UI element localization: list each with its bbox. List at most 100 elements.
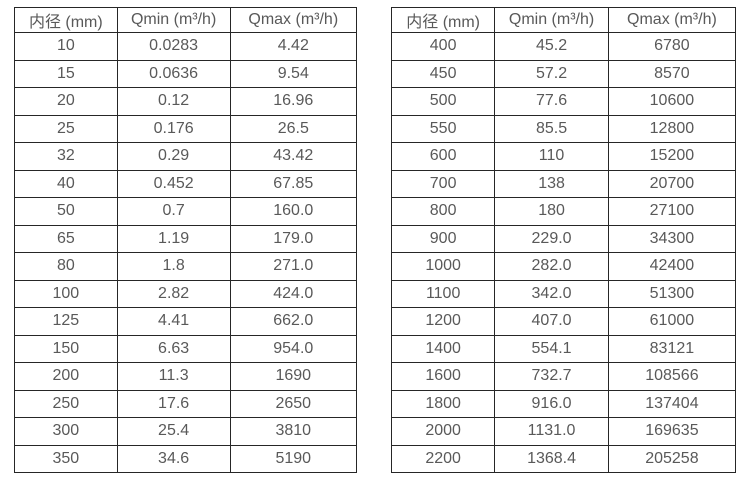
table-cell: 10600 [607, 87, 737, 116]
column-header: Qmin (m³/h) [116, 7, 231, 33]
table-cell: 10 [14, 32, 118, 61]
table-cell: 179.0 [229, 224, 358, 253]
table-row: 2000 1131.0 169635 [390, 417, 737, 446]
table-cell: 160.0 [229, 197, 358, 226]
table-cell: 16.96 [229, 87, 358, 116]
table-cell: 20 [14, 87, 118, 116]
table-cell: 2200 [390, 444, 496, 473]
table-cell: 57.2 [494, 59, 609, 88]
table-row: 800 180 27100 [390, 197, 737, 226]
table-row: 700 138 20700 [390, 169, 737, 198]
table-cell: 342.0 [494, 279, 609, 308]
table-row: 150 6.63 954.0 [14, 334, 358, 363]
column-header: Qmax (m³/h) [607, 7, 737, 33]
table-cell: 12800 [607, 114, 737, 143]
table-cell: 1.8 [116, 252, 231, 281]
table-cell: 1800 [390, 389, 496, 418]
table-cell: 80 [14, 252, 118, 281]
table-cell: 85.5 [494, 114, 609, 143]
table-cell: 0.7 [116, 197, 231, 226]
table-cell: 205258 [607, 444, 737, 473]
table-cell: 83121 [607, 334, 737, 363]
table-cell: 67.85 [229, 169, 358, 198]
table-cell: 0.0283 [116, 32, 231, 61]
table-cell: 169635 [607, 417, 737, 446]
table-cell: 0.29 [116, 142, 231, 171]
table-cell: 34300 [607, 224, 737, 253]
table-row: 350 34.6 5190 [14, 444, 358, 473]
table-cell: 8570 [607, 59, 737, 88]
table-cell: 0.452 [116, 169, 231, 198]
table-cell: 4.42 [229, 32, 358, 61]
flow-spec-table-small-diameters: 内径 (mm) Qmin (m³/h) Qmax (m³/h) 10 0.0283 4.4… [14, 7, 358, 473]
table-cell: 4.41 [116, 307, 231, 336]
table-cell: 15200 [607, 142, 737, 171]
table-cell: 26.5 [229, 114, 358, 143]
table-row: 200 11.3 1690 [14, 362, 358, 391]
column-header: Qmax (m³/h) [229, 7, 358, 33]
table-row: 500 77.6 10600 [390, 87, 737, 116]
table-cell: 2000 [390, 417, 496, 446]
table-cell: 25 [14, 114, 118, 143]
table-cell: 20700 [607, 169, 737, 198]
table-cell: 732.7 [494, 362, 609, 391]
table-row: 15 0.0636 9.54 [14, 59, 358, 88]
table-cell: 1400 [390, 334, 496, 363]
table-row: 1100 342.0 51300 [390, 279, 737, 308]
table-row: 32 0.29 43.42 [14, 142, 358, 171]
table-cell: 916.0 [494, 389, 609, 418]
table-cell: 954.0 [229, 334, 358, 363]
table-row: 80 1.8 271.0 [14, 252, 358, 281]
table-cell: 180 [494, 197, 609, 226]
table-cell: 110 [494, 142, 609, 171]
table-cell: 65 [14, 224, 118, 253]
table-cell: 554.1 [494, 334, 609, 363]
table-cell: 900 [390, 224, 496, 253]
table-cell: 550 [390, 114, 496, 143]
table-cell: 400 [390, 32, 496, 61]
table-cell: 1.19 [116, 224, 231, 253]
table-cell: 40 [14, 169, 118, 198]
table-cell: 250 [14, 389, 118, 418]
table-cell: 11.3 [116, 362, 231, 391]
flow-spec-table-large-diameters: 内径 (mm) Qmin (m³/h) Qmax (m³/h) 400 45.2 6780… [390, 7, 737, 473]
table-row: 100 2.82 424.0 [14, 279, 358, 308]
table-cell: 5190 [229, 444, 358, 473]
column-header: 内径 (mm) [14, 7, 118, 33]
table-cell: 50 [14, 197, 118, 226]
header-row: 内径 (mm) Qmin (m³/h) Qmax (m³/h) [14, 7, 358, 33]
table-row: 1600 732.7 108566 [390, 362, 737, 391]
table-row: 125 4.41 662.0 [14, 307, 358, 336]
table-cell: 125 [14, 307, 118, 336]
table-cell: 6.63 [116, 334, 231, 363]
table-row: 25 0.176 26.5 [14, 114, 358, 143]
table-cell: 1690 [229, 362, 358, 391]
table-cell: 1368.4 [494, 444, 609, 473]
table-cell: 600 [390, 142, 496, 171]
table-cell: 500 [390, 87, 496, 116]
table-row: 1000 282.0 42400 [390, 252, 737, 281]
table-cell: 27100 [607, 197, 737, 226]
table-cell: 424.0 [229, 279, 358, 308]
table-cell: 662.0 [229, 307, 358, 336]
column-header: 内径 (mm) [390, 7, 496, 33]
table-cell: 32 [14, 142, 118, 171]
table-cell: 1131.0 [494, 417, 609, 446]
table-cell: 15 [14, 59, 118, 88]
table-cell: 9.54 [229, 59, 358, 88]
table-row: 65 1.19 179.0 [14, 224, 358, 253]
table-row: 600 110 15200 [390, 142, 737, 171]
table-row: 250 17.6 2650 [14, 389, 358, 418]
table-row: 450 57.2 8570 [390, 59, 737, 88]
table-cell: 407.0 [494, 307, 609, 336]
table-cell: 1000 [390, 252, 496, 281]
table-row: 1200 407.0 61000 [390, 307, 737, 336]
table-row: 550 85.5 12800 [390, 114, 737, 143]
table-cell: 42400 [607, 252, 737, 281]
table-cell: 137404 [607, 389, 737, 418]
table-cell: 45.2 [494, 32, 609, 61]
table-row: 40 0.452 67.85 [14, 169, 358, 198]
table-cell: 6780 [607, 32, 737, 61]
table-cell: 229.0 [494, 224, 609, 253]
